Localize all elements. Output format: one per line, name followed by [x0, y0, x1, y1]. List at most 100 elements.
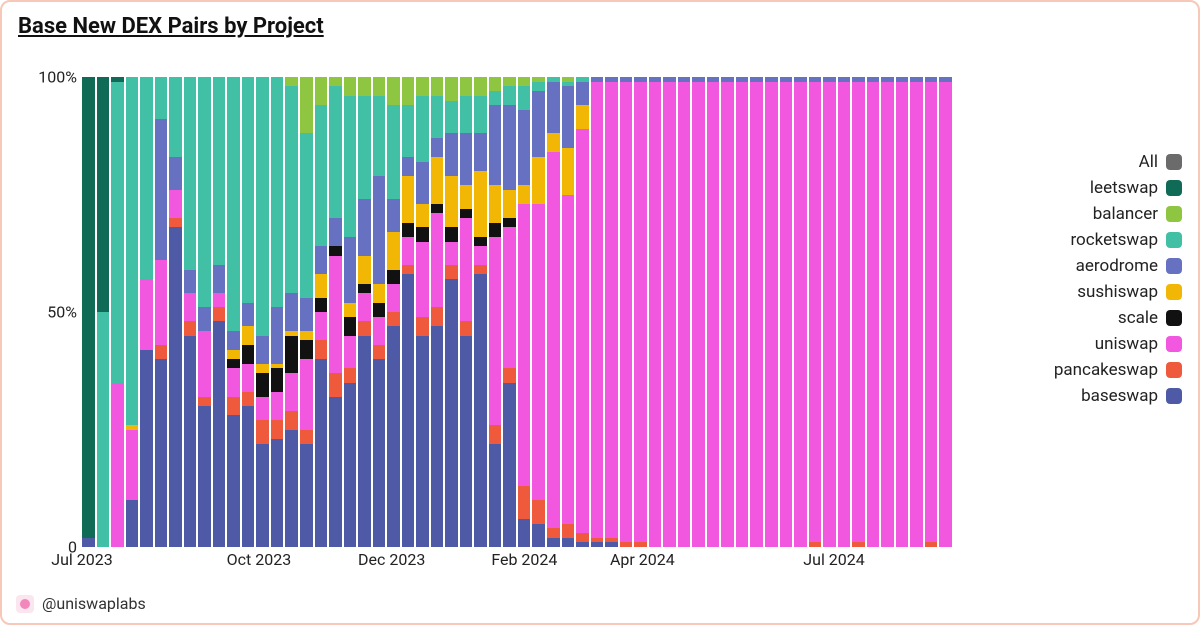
bar-segment-scale: [300, 340, 313, 359]
bar-segment-rocketswap: [111, 82, 124, 383]
bar-segment-baseswap: [562, 538, 575, 547]
bar-segment-aerodrome: [576, 82, 589, 106]
legend: All leetswap balancer rocketswap aerodrome su…: [1054, 152, 1182, 406]
legend-label: rocketswap: [1070, 230, 1158, 250]
bar-segment-balancer: [445, 77, 458, 101]
bar: [503, 77, 516, 547]
bar: [82, 77, 95, 547]
legend-label: uniswap: [1095, 334, 1158, 354]
bar-segment-rocketswap: [387, 105, 400, 199]
bar-segment-baseswap: [518, 519, 531, 547]
bar-segment-rocketswap: [518, 86, 531, 110]
bar: [663, 77, 676, 547]
bar: [474, 77, 487, 547]
bar-segment-rocketswap: [431, 96, 444, 138]
bar-segment-baseswap: [169, 227, 182, 547]
bar-segment-rocketswap: [213, 77, 226, 265]
legend-swatch: [1166, 284, 1182, 300]
bar-segment-pancakeswap: [532, 500, 545, 524]
bar-segment-rocketswap: [532, 82, 545, 91]
bar-segment-balancer: [344, 77, 357, 96]
bar-segment-sushiswap: [518, 185, 531, 204]
bar-segment-sushiswap: [503, 190, 516, 218]
legend-item-uniswap[interactable]: uniswap: [1054, 334, 1182, 354]
bar-segment-baseswap: [315, 359, 328, 547]
bar-segment-pancakeswap: [925, 542, 938, 547]
bar-segment-uniswap: [184, 293, 197, 321]
bar: [692, 77, 705, 547]
bar-segment-uniswap: [939, 82, 952, 547]
bar-segment-sushiswap: [387, 232, 400, 270]
bar-segment-balancer: [300, 77, 313, 133]
legend-swatch: [1166, 258, 1182, 274]
legend-item-scale[interactable]: scale: [1054, 308, 1182, 328]
legend-item-sushiswap[interactable]: sushiswap: [1054, 282, 1182, 302]
bar-segment-uniswap: [750, 82, 763, 547]
bar-segment-baseswap: [184, 336, 197, 548]
bar-segment-pancakeswap: [256, 420, 269, 444]
x-tick-label: Feb 2024: [491, 550, 557, 569]
bar-segment-balancer: [402, 77, 415, 105]
bar: [547, 77, 560, 547]
bar-segment-pancakeswap: [460, 321, 473, 335]
y-axis-labels: 050%100%: [22, 77, 77, 547]
bar-segment-aerodrome: [562, 86, 575, 147]
bar-segment-aerodrome: [532, 91, 545, 157]
bar-segment-uniswap: [344, 336, 357, 369]
bar-segment-uniswap: [198, 331, 211, 397]
bar-segment-pancakeswap: [474, 265, 487, 274]
bar-segment-baseswap: [285, 430, 298, 548]
bar-segment-uniswap: [838, 82, 851, 547]
bar-segment-baseswap: [300, 444, 313, 547]
legend-item-balancer[interactable]: balancer: [1054, 204, 1182, 224]
bar-segment-pancakeswap: [155, 345, 168, 359]
legend-label: pancakeswap: [1054, 360, 1158, 380]
bar-segment-pancakeswap: [358, 321, 371, 335]
legend-label: leetswap: [1090, 178, 1158, 198]
bar-segment-pancakeswap: [300, 430, 313, 444]
bar: [852, 77, 865, 547]
plot-area: [82, 77, 952, 547]
bar-segment-baseswap: [416, 336, 429, 548]
bar-segment-uniswap: [736, 82, 749, 547]
bar-segment-rocketswap: [242, 77, 255, 303]
bar-segment-rocketswap: [503, 86, 516, 105]
x-tick-label: Dec 2023: [358, 550, 425, 569]
bar: [402, 77, 415, 547]
bar-segment-scale: [227, 359, 240, 368]
bar-segment-uniswap: [896, 82, 909, 547]
legend-label: baseswap: [1081, 386, 1158, 406]
bar-segment-aerodrome: [300, 298, 313, 331]
bar: [285, 77, 298, 547]
legend-swatch: [1166, 362, 1182, 378]
bar: [634, 77, 647, 547]
legend-item-pancakeswap[interactable]: pancakeswap: [1054, 360, 1182, 380]
legend-item-baseswap[interactable]: baseswap: [1054, 386, 1182, 406]
legend-item-leetswap[interactable]: leetswap: [1054, 178, 1182, 198]
bar: [271, 77, 284, 547]
bar-segment-rocketswap: [329, 86, 342, 218]
bar-segment-uniswap: [242, 364, 255, 392]
bar-segment-uniswap: [809, 82, 822, 543]
bar-segment-balancer: [285, 77, 298, 86]
bar-segment-uniswap: [562, 195, 575, 524]
legend-item-aerodrome[interactable]: aerodrome: [1054, 256, 1182, 276]
legend-item-all[interactable]: All: [1054, 152, 1182, 172]
bar-segment-sushiswap: [532, 157, 545, 204]
legend-item-rocketswap[interactable]: rocketswap: [1054, 230, 1182, 250]
attribution-text: @uniswaplabs: [42, 594, 146, 613]
bar-segment-rocketswap: [97, 312, 110, 547]
bar-segment-aerodrome: [547, 82, 560, 134]
bar: [823, 77, 836, 547]
bar-segment-uniswap: [140, 279, 153, 350]
bar: [242, 77, 255, 547]
bar-segment-sushiswap: [300, 331, 313, 340]
bar-segment-pancakeswap: [271, 420, 284, 439]
bar-segment-scale: [256, 373, 269, 397]
bar-segment-uniswap: [503, 227, 516, 368]
bar-segment-uniswap: [794, 82, 807, 547]
bar-segment-baseswap: [155, 359, 168, 547]
bar-segment-aerodrome: [242, 303, 255, 327]
bar: [358, 77, 371, 547]
bar-segment-rocketswap: [300, 133, 313, 298]
